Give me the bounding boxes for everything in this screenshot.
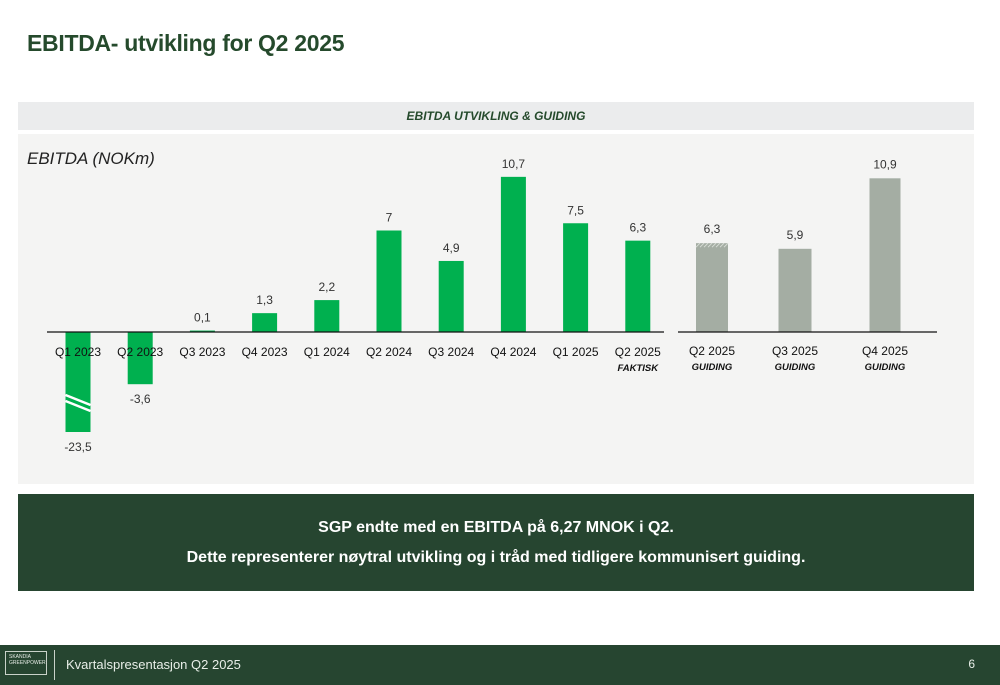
hatch-mark	[699, 242, 705, 248]
category-label: Q3 2024	[428, 345, 474, 359]
logo-line-2: GREENPOWER	[9, 660, 46, 666]
guiding-series: 6,3 Q2 2025 GUIDING 5,9 Q3 2025 GUIDING 10,9 Q4…	[678, 157, 937, 373]
data-label: -3,6	[130, 392, 151, 406]
bar-q2-2025	[625, 240, 651, 332]
hatch-mark	[719, 242, 725, 248]
ebitda-chart: EBITDA (NOKm) -23,5 Q1 2023 -3,6 Q2 2023 0,1…	[27, 149, 937, 454]
bar-q1-2023	[65, 332, 91, 432]
data-label: 1,3	[256, 293, 273, 307]
category-sublabel: FAKTISK	[617, 363, 659, 374]
data-label: 5,9	[787, 228, 804, 242]
guiding-bar-q2-2025	[696, 243, 728, 332]
data-label: 10,9	[873, 157, 897, 171]
bar-q4-2024	[500, 176, 526, 332]
hatch-mark	[707, 242, 713, 248]
data-label: 10,7	[502, 157, 526, 171]
category-sublabel: GUIDING	[775, 362, 816, 373]
bar-q2-2023	[127, 332, 153, 385]
category-label: Q2 2023	[117, 345, 163, 359]
page-number: 6	[968, 657, 975, 671]
data-label: 2,2	[318, 280, 335, 294]
data-label: 7,5	[567, 203, 584, 217]
company-logo: SKANDIA GREENPOWER	[5, 651, 47, 675]
summary-callout: SGP endte med en EBITDA på 6,27 MNOK i Q…	[18, 494, 974, 591]
bar-q3-2023	[189, 330, 215, 333]
category-label: Q3 2025	[772, 344, 818, 358]
page-title: EBITDA- utvikling for Q2 2025	[27, 30, 345, 56]
hatch-mark	[695, 242, 701, 248]
category-label: Q1 2023	[55, 345, 101, 359]
hatch-mark	[703, 242, 709, 248]
bar-q3-2024	[438, 260, 464, 332]
bar-q2-2024	[376, 230, 402, 332]
data-label: 6,3	[704, 222, 721, 236]
category-label: Q2 2025	[615, 345, 661, 359]
axis-break-icon	[65, 393, 91, 413]
section-header: EBITDA UTVIKLING & GUIDING	[18, 102, 974, 130]
category-label: Q1 2025	[553, 345, 599, 359]
footer-title: Kvartalspresentasjon Q2 2025	[66, 657, 241, 672]
callout-line-2: Dette representerer nøytral utvikling og…	[186, 548, 806, 566]
hatch-mark	[723, 242, 729, 248]
category-label: Q3 2023	[179, 345, 225, 359]
y-axis-label: EBITDA (NOKm)	[27, 149, 155, 168]
bar-q4-2023	[252, 313, 278, 332]
category-label: Q1 2024	[304, 345, 350, 359]
chart-panel: EBITDA (NOKm) -23,5 Q1 2023 -3,6 Q2 2023 0,1…	[18, 134, 974, 484]
category-label: Q2 2025	[689, 344, 735, 358]
bar-q1-2024	[314, 300, 340, 332]
category-sublabel: GUIDING	[692, 362, 733, 373]
category-label: Q4 2023	[242, 345, 288, 359]
section-header-label: EBITDA UTVIKLING & GUIDING	[406, 109, 586, 123]
guiding-bar-q3-2025	[778, 248, 812, 332]
callout-line-1: SGP endte med en EBITDA på 6,27 MNOK i Q…	[318, 518, 674, 536]
data-label: 6,3	[629, 221, 646, 235]
category-label: Q4 2024	[490, 345, 536, 359]
logo-line-1: SKANDIA	[9, 654, 31, 660]
category-label: Q4 2025	[862, 344, 908, 358]
footer: SKANDIA GREENPOWER Kvartalspresentasjon …	[0, 645, 1000, 685]
data-label: -23,5	[64, 440, 92, 454]
hatch-mark	[715, 242, 721, 248]
bar-q1-2025	[563, 223, 589, 332]
category-label: Q2 2024	[366, 345, 412, 359]
data-label: 7	[386, 211, 393, 225]
guiding-bar-q4-2025	[869, 178, 901, 332]
footer-divider	[54, 650, 55, 680]
data-label: 4,9	[443, 241, 460, 255]
actual-series: -23,5 Q1 2023 -3,6 Q2 2023 0,1 Q3 2023 1,3 Q4 2…	[47, 157, 664, 454]
data-label: 0,1	[194, 311, 211, 325]
hatch-mark	[711, 242, 717, 248]
category-sublabel: GUIDING	[865, 362, 906, 373]
